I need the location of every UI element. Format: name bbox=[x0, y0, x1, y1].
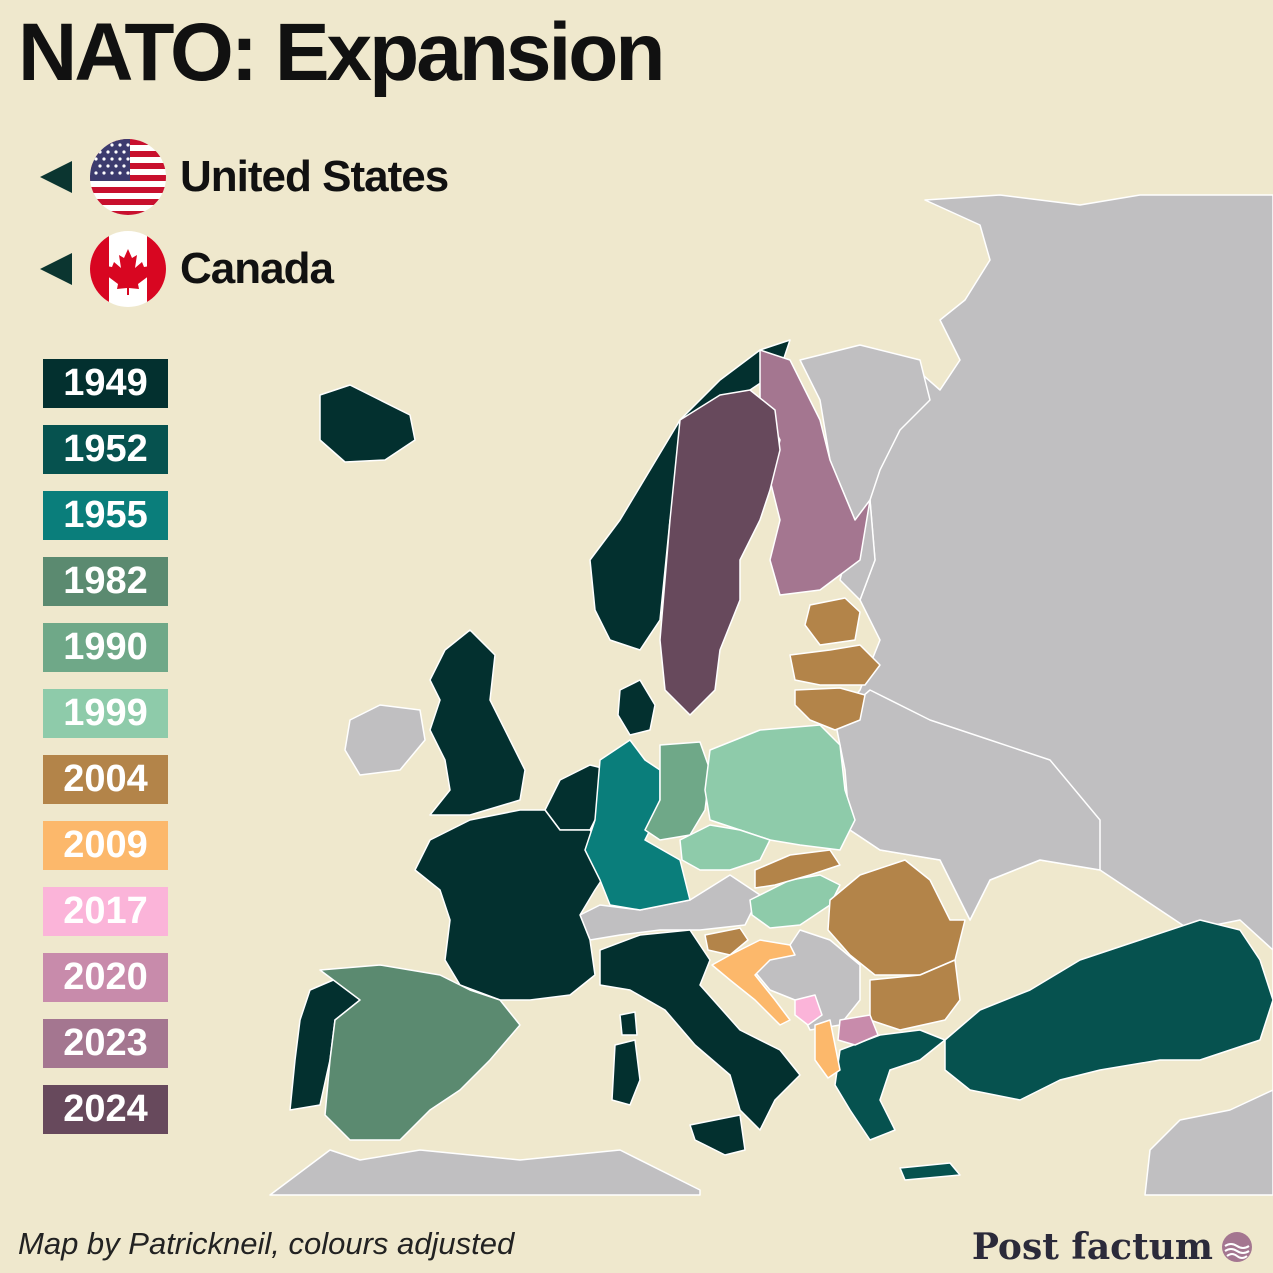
greece bbox=[834, 1029, 946, 1141]
ireland-region bbox=[344, 704, 426, 776]
spain bbox=[319, 964, 521, 1141]
legend-item-2017: 2017 bbox=[43, 887, 168, 936]
lithuania bbox=[794, 687, 866, 731]
map-credit: Map by Patrickneil, colours adjusted bbox=[18, 1226, 515, 1261]
iceland bbox=[319, 384, 416, 463]
legend-item-1955: 1955 bbox=[43, 491, 168, 540]
slovenia bbox=[704, 927, 749, 956]
ally-label: Canada bbox=[180, 244, 334, 293]
ally-label: United States bbox=[180, 152, 449, 201]
legend-item-1999: 1999 bbox=[43, 689, 168, 738]
france bbox=[414, 809, 616, 1001]
us-flag-icon bbox=[90, 139, 166, 215]
latvia bbox=[789, 644, 881, 686]
north-africa-region bbox=[269, 1149, 701, 1196]
legend-item-2024: 2024 bbox=[43, 1085, 168, 1134]
bulgaria bbox=[869, 959, 961, 1031]
germany-west bbox=[584, 739, 691, 911]
poland bbox=[704, 724, 856, 851]
united-kingdom bbox=[429, 629, 526, 816]
romania bbox=[827, 859, 966, 976]
arrow-left-icon bbox=[40, 253, 72, 285]
page-title: NATO: Expansion bbox=[18, 7, 665, 98]
legend-item-1949: 1949 bbox=[43, 359, 168, 408]
croatia bbox=[711, 939, 796, 1026]
brand-wave-icon bbox=[1222, 1232, 1252, 1262]
legend: 1949 1952 1955 1982 1990 1999 2004 2009 … bbox=[43, 359, 168, 1151]
turkey bbox=[944, 919, 1273, 1101]
legend-item-2023: 2023 bbox=[43, 1019, 168, 1068]
brand-logo: Post factum bbox=[972, 1226, 1253, 1268]
czechia bbox=[679, 824, 771, 871]
sicily bbox=[689, 1114, 746, 1156]
sweden bbox=[659, 389, 781, 716]
ally-united-states: United States bbox=[40, 137, 449, 217]
italy bbox=[599, 929, 801, 1131]
corsica bbox=[619, 1011, 638, 1036]
legend-item-1990: 1990 bbox=[43, 623, 168, 672]
slovakia bbox=[754, 849, 841, 889]
legend-item-1982: 1982 bbox=[43, 557, 168, 606]
legend-item-2020: 2020 bbox=[43, 953, 168, 1002]
crete bbox=[899, 1162, 961, 1181]
legend-item-2004: 2004 bbox=[43, 755, 168, 804]
brand-name: Post factum bbox=[971, 1226, 1213, 1268]
denmark bbox=[617, 679, 656, 736]
sardinia bbox=[611, 1039, 641, 1106]
estonia bbox=[804, 597, 861, 646]
north-macedonia bbox=[837, 1014, 879, 1046]
legend-item-2009: 2009 bbox=[43, 821, 168, 870]
ally-canada: Canada bbox=[40, 229, 334, 309]
arrow-left-icon bbox=[40, 161, 72, 193]
albania bbox=[814, 1019, 841, 1079]
belarus-ukraine-region bbox=[834, 689, 1101, 921]
montenegro bbox=[794, 994, 823, 1026]
legend-item-1952: 1952 bbox=[43, 425, 168, 474]
